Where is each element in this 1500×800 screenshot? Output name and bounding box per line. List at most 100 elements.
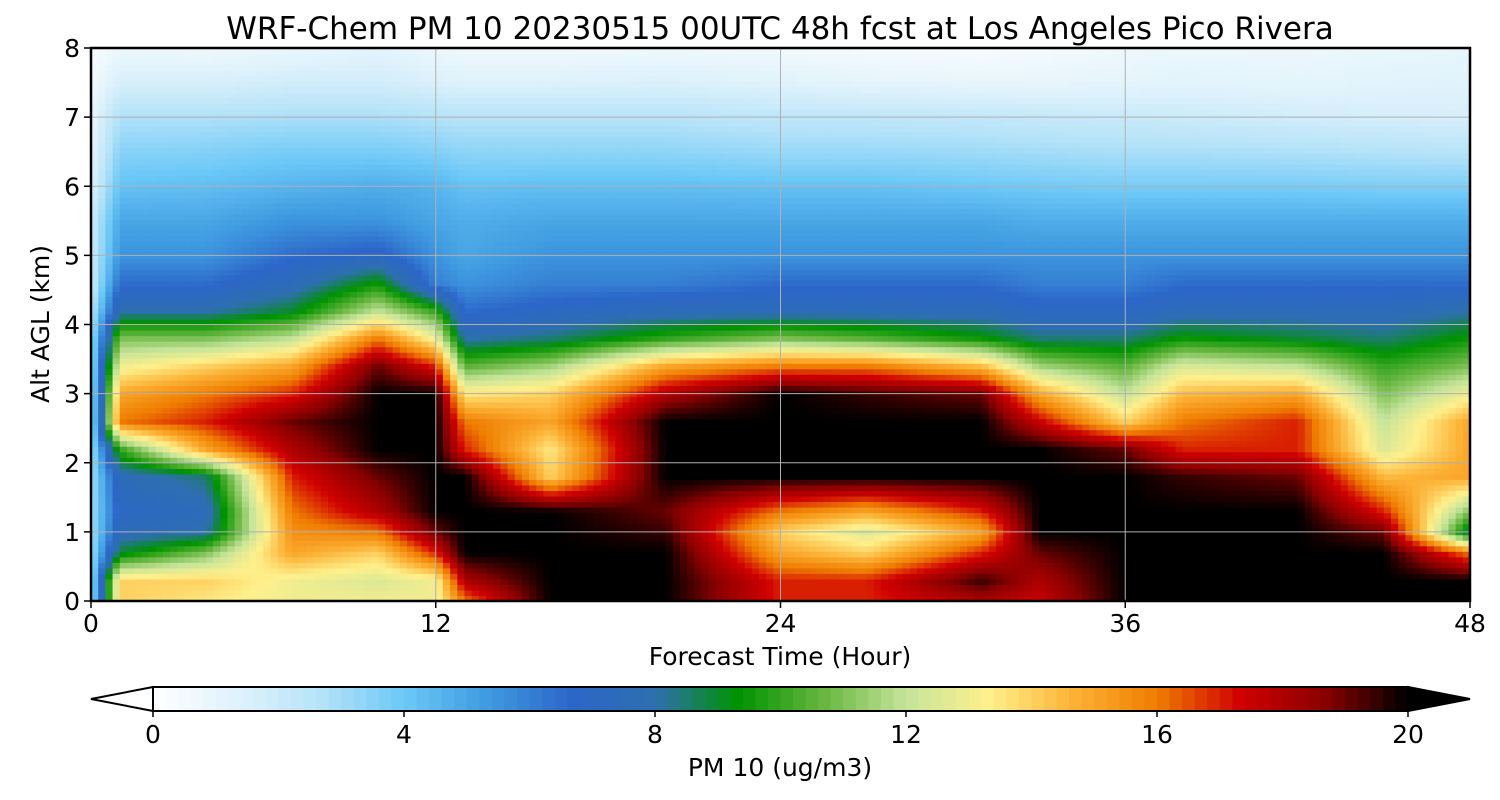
heatmap-cell (665, 595, 674, 601)
heatmap-cell (916, 468, 925, 475)
heatmap-cell (823, 457, 832, 464)
heatmap-cell (837, 534, 846, 541)
heatmap-cell (1039, 457, 1047, 464)
heatmap-cell (615, 567, 624, 574)
heatmap-cell (1197, 573, 1205, 580)
heatmap-cell (1268, 567, 1277, 574)
heatmap-cell (679, 512, 688, 519)
heatmap-cell (148, 462, 157, 469)
heatmap-cell (342, 584, 351, 591)
heatmap-cell (938, 506, 947, 514)
heatmap-cell (600, 495, 609, 503)
heatmap-cell (486, 534, 494, 541)
heatmap-cell (701, 479, 710, 486)
heatmap-cell (292, 523, 300, 530)
heatmap-cell (1448, 523, 1457, 530)
heatmap-cell (486, 551, 494, 558)
heatmap-cell (909, 506, 918, 514)
heatmap-cell (284, 462, 293, 469)
heatmap-cell (1046, 490, 1055, 497)
heatmap-cell (1390, 468, 1399, 475)
heatmap-cell (679, 495, 688, 503)
heatmap-cell (1168, 468, 1177, 475)
heatmap-cell (507, 556, 516, 563)
heatmap-cell (557, 584, 566, 591)
heatmap-cell (471, 540, 480, 547)
heatmap-cell (148, 578, 157, 586)
heatmap-cell (1168, 457, 1177, 464)
heatmap-cell (1168, 501, 1177, 508)
heatmap-cell (1168, 534, 1177, 541)
heatmap-cell (162, 562, 171, 569)
heatmap-cell (787, 595, 796, 601)
heatmap-cell (1110, 589, 1119, 597)
heatmap-cell (974, 534, 983, 541)
heatmap-cell (1031, 589, 1040, 597)
heatmap-cell (787, 506, 796, 514)
heatmap-cell (521, 589, 530, 597)
heatmap-cell (234, 595, 243, 601)
heatmap-cell (1003, 490, 1011, 497)
heatmap-cell (198, 567, 207, 574)
heatmap-cell (371, 545, 379, 552)
heatmap-cell (1039, 578, 1047, 586)
heatmap-cell (234, 490, 243, 497)
heatmap-cell (1290, 534, 1299, 541)
heatmap-cell (392, 479, 401, 486)
heatmap-cell (1074, 540, 1083, 547)
heatmap-cell (521, 578, 530, 586)
heatmap-cell (407, 490, 415, 497)
heatmap-cell (507, 484, 516, 491)
heatmap-cell (550, 578, 559, 586)
heatmap-cell (902, 501, 911, 508)
heatmap-cell (572, 468, 580, 475)
heatmap-cell (170, 556, 178, 563)
heatmap-cell (1355, 556, 1363, 563)
heatmap-cell (1247, 523, 1256, 530)
heatmap-cell (126, 495, 135, 503)
heatmap-cell (234, 518, 243, 525)
heatmap-cell (895, 462, 904, 469)
heatmap-cell (837, 589, 846, 597)
heatmap-cell (658, 573, 667, 580)
heatmap-cell (493, 484, 501, 491)
heatmap-cell (1426, 562, 1435, 569)
heatmap-cell (1139, 468, 1148, 475)
heatmap-cell (198, 462, 207, 469)
heatmap-cell (1383, 484, 1392, 491)
heatmap-cell (1146, 567, 1155, 574)
heatmap-cell (981, 523, 990, 530)
heatmap-cell (1118, 490, 1126, 497)
heatmap-cell (1434, 501, 1442, 508)
heatmap-cell (852, 523, 861, 530)
heatmap-cell (256, 551, 264, 558)
heatmap-cell (1225, 457, 1234, 464)
heatmap-cell (600, 562, 609, 569)
heatmap-cell (227, 495, 236, 503)
heatmap-cell (615, 506, 624, 514)
heatmap-cell (428, 562, 437, 569)
heatmap-cell (1017, 495, 1026, 503)
heatmap-cell (335, 589, 343, 597)
heatmap-cell (148, 468, 157, 475)
heatmap-cell (1067, 501, 1076, 508)
heatmap-cell (636, 556, 645, 563)
heatmap-cell (177, 562, 185, 569)
heatmap-cell (845, 545, 853, 552)
heatmap-cell (198, 479, 207, 486)
heatmap-cell (1412, 495, 1421, 503)
heatmap-cell (270, 479, 279, 486)
heatmap-cell (1240, 595, 1248, 601)
heatmap-cell (859, 567, 868, 574)
heatmap-cell (198, 512, 207, 519)
heatmap-cell (550, 468, 559, 475)
heatmap-cell (988, 506, 997, 514)
heatmap-cell (220, 523, 229, 530)
heatmap-cell (565, 551, 573, 558)
heatmap-cell (363, 556, 372, 563)
heatmap-cell (234, 545, 243, 552)
heatmap-cell (1247, 495, 1256, 503)
heatmap-cell (665, 540, 674, 547)
heatmap-cell (119, 567, 128, 574)
heatmap-cell (1139, 518, 1148, 525)
